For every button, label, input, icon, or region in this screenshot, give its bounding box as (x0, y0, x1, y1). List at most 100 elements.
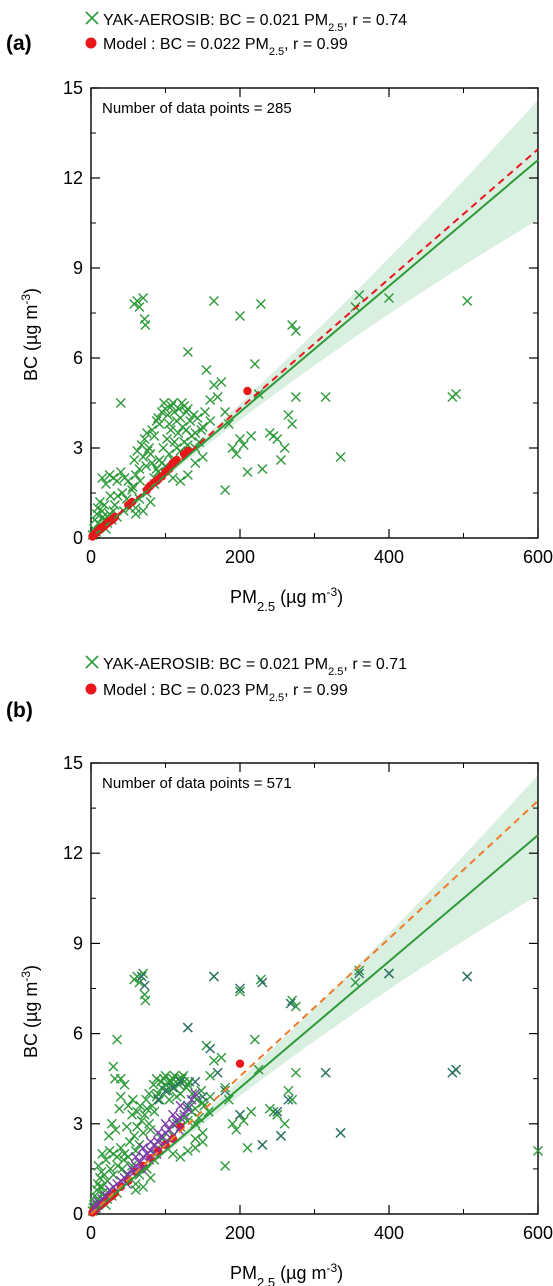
observation-point (167, 1148, 178, 1159)
point-stroke (100, 479, 111, 489)
observation-point (141, 1094, 152, 1105)
observation-point (138, 1181, 149, 1192)
observation-point (94, 1172, 105, 1183)
observation-point (212, 392, 223, 402)
point-stroke (134, 977, 145, 988)
point-stroke (173, 428, 184, 438)
point-stroke (197, 1091, 208, 1102)
point-stroke (253, 389, 264, 399)
plot-area-b: 0 200 400 600 0 3 6 9 12 15 (63, 753, 553, 1243)
point-stroke (272, 1109, 283, 1120)
point-stroke (119, 1079, 130, 1090)
point-stroke (257, 977, 268, 988)
observation-point (197, 1136, 208, 1147)
point-stroke (167, 1148, 178, 1159)
point-stroke (216, 1052, 227, 1063)
point-stroke (129, 1130, 140, 1141)
observation-point (141, 461, 152, 471)
observation-point (132, 971, 143, 982)
observation-point (144, 1118, 155, 1129)
point-stroke (134, 1157, 145, 1168)
point-stroke (205, 395, 216, 405)
point-stroke (94, 497, 105, 507)
observation-point (121, 1121, 132, 1132)
observation-point (231, 1124, 242, 1135)
model-fit-line (90, 800, 539, 1215)
observation-point (242, 467, 253, 477)
observation-point (138, 452, 149, 462)
point-stroke (205, 1091, 216, 1102)
point-stroke (129, 455, 140, 465)
point-stroke (123, 1169, 134, 1180)
observation-point (196, 425, 207, 435)
point-stroke (151, 1073, 162, 1084)
observation-point (138, 293, 149, 303)
point-stroke (126, 1160, 137, 1171)
observation-point (235, 311, 245, 321)
observation-point (257, 977, 268, 988)
point-stroke (151, 464, 162, 474)
observation-point (115, 1091, 126, 1102)
point-stroke (197, 1136, 208, 1147)
point-stroke (220, 1082, 231, 1093)
point-stroke (112, 491, 123, 501)
point-stroke (354, 290, 365, 300)
point-stroke (134, 1169, 145, 1180)
observation-point (158, 443, 169, 453)
observation-point (235, 983, 245, 994)
point-stroke (197, 1127, 208, 1138)
observation-point (384, 293, 394, 303)
point-stroke (141, 461, 152, 471)
legend-obs-text: YAK-AEROSIB: BC = 0.021 PM2.5, r = 0.71 (103, 656, 407, 678)
point-stroke (108, 1169, 119, 1180)
point-stroke (132, 296, 143, 306)
observation-point (153, 413, 164, 423)
x-axis-label-b: PM2.5 (µg m-3) (230, 1261, 343, 1286)
observation-point (115, 467, 126, 477)
point-stroke (320, 1067, 331, 1078)
observation-point (354, 968, 365, 979)
observation-point (145, 1172, 156, 1183)
observation-point (162, 410, 173, 420)
point-stroke (154, 455, 165, 465)
observation-point (255, 299, 266, 309)
observation-point (272, 1109, 283, 1120)
observation-point (253, 389, 264, 399)
observation-point (132, 1106, 143, 1117)
point-stroke (147, 425, 158, 435)
observation-point (123, 1151, 134, 1162)
point-stroke (121, 494, 132, 504)
observation-point (175, 1076, 186, 1087)
panel-label-b: (b) (6, 699, 33, 722)
point-stroke (231, 449, 242, 459)
point-stroke (127, 482, 138, 492)
point-stroke (160, 1070, 171, 1081)
point-stroke (141, 428, 152, 438)
point-stroke (130, 470, 141, 480)
observation-point (145, 1136, 156, 1147)
point-stroke (139, 980, 150, 991)
observation-point (235, 1109, 245, 1120)
observation-point (275, 455, 286, 465)
observation-point (97, 473, 108, 483)
point-stroke (139, 1109, 150, 1120)
point-stroke (117, 488, 128, 498)
point-stroke (290, 1067, 301, 1078)
observation-point (136, 971, 147, 982)
observation-point (156, 1076, 167, 1087)
point-stroke (227, 1118, 238, 1129)
point-stroke (255, 299, 266, 309)
observation-point (127, 1094, 138, 1105)
point-stroke (94, 1181, 105, 1192)
observation-point (106, 1118, 117, 1129)
point-stroke (249, 1034, 260, 1045)
observation-point (94, 1181, 105, 1192)
point-stroke (138, 968, 149, 979)
point-stroke (164, 1094, 175, 1105)
observation-point (208, 380, 219, 390)
x-tick-label: 400 (374, 547, 404, 567)
point-stroke (145, 1124, 156, 1135)
observation-point (223, 1094, 234, 1105)
observation-point (94, 497, 105, 507)
observation-point (173, 428, 184, 438)
